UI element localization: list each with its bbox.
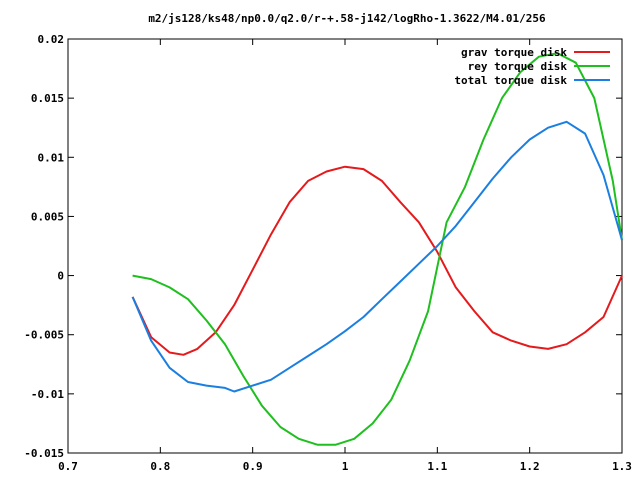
series-line-grav-torque-disk [131, 165, 623, 356]
x-tick-label: 0.9 [243, 460, 263, 473]
x-tick-label: 0.7 [58, 460, 78, 473]
legend-label: grav torque disk [461, 46, 567, 59]
x-tick-label: 0.8 [150, 460, 170, 473]
y-tick-label: 0 [57, 270, 64, 283]
y-tick-label: -0.01 [31, 388, 64, 401]
chart-title: m2/js128/ks48/np0.0/q2.0/r-+.58-j142/log… [148, 12, 546, 25]
y-tick-label: 0.015 [31, 92, 64, 105]
series-layer [131, 52, 623, 446]
y-tick-label: 0.02 [38, 33, 65, 46]
x-tick-label: 1.3 [612, 460, 632, 473]
x-tick-label: 1.2 [520, 460, 540, 473]
y-tick-label: 0.005 [31, 210, 64, 223]
legend-label: rey torque disk [468, 60, 568, 73]
series-line-total-torque-disk [131, 120, 623, 393]
series-line-rey-torque-disk [132, 52, 623, 446]
axes: 0.7 0.8 0.9 1 1.1 1.2 1.3 -0.015 -0.01 -0.005 0 0.0… [24, 33, 632, 473]
y-tick-label: -0.005 [24, 329, 64, 342]
y-tick-label: 0.01 [38, 151, 65, 164]
x-tick-label: 1 [342, 460, 349, 473]
legend-label: total torque disk [454, 74, 567, 87]
y-tick-label: -0.015 [24, 447, 64, 460]
x-tick-label: 1.1 [427, 460, 447, 473]
plot-frame [67, 38, 623, 454]
